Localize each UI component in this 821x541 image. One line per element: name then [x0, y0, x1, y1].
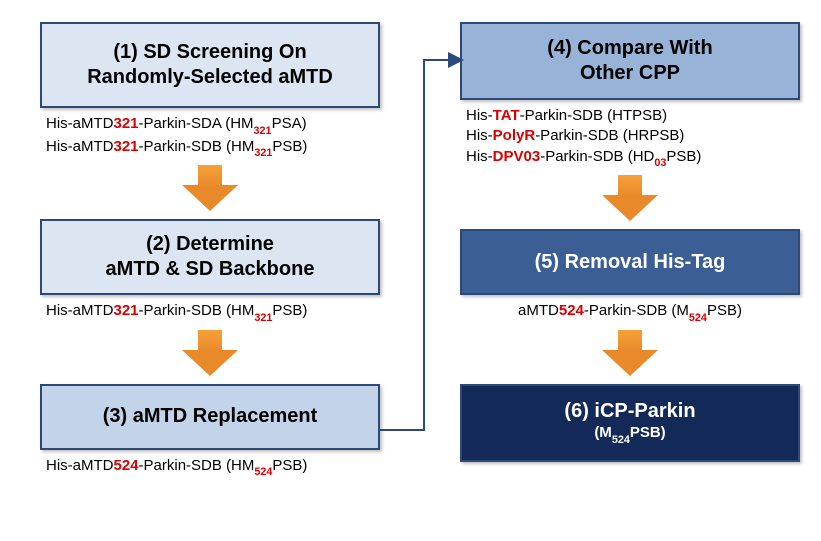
- step-1-caption: His-aMTD321-Parkin-SDA (HM321PSA)His-aMT…: [40, 114, 380, 159]
- highlight-subscript: 524: [689, 312, 707, 324]
- highlight-subscript: 321: [254, 125, 272, 137]
- box-title-line: (5) Removal His-Tag: [535, 250, 726, 275]
- caption-row: His-PolyR-Parkin-SDB (HRPSB): [466, 126, 800, 146]
- highlight-subscript: 03: [654, 157, 666, 169]
- arrow-1-to-2: [180, 165, 240, 211]
- arrow-5-to-6: [600, 330, 660, 376]
- highlight-text: 321: [114, 115, 139, 132]
- caption-row: His-TAT-Parkin-SDB (HTPSB): [466, 106, 800, 126]
- highlight-subscript: 321: [254, 312, 272, 324]
- caption-row: His-aMTD321-Parkin-SDA (HM321PSA): [46, 114, 380, 137]
- step-4-box: (4) Compare WithOther CPP: [460, 22, 800, 100]
- right-column: (4) Compare WithOther CPP His-TAT-Parkin…: [460, 22, 800, 462]
- highlight-subscript: 321: [254, 147, 272, 159]
- step-3-box: (3) aMTD Replacement: [40, 384, 380, 450]
- box-title-line: (6) iCP-Parkin: [564, 399, 695, 424]
- left-column: (1) SD Screening OnRandomly-Selected aMT…: [40, 22, 380, 478]
- step-1-box: (1) SD Screening OnRandomly-Selected aMT…: [40, 22, 380, 108]
- box-title-line: (1) SD Screening On: [113, 40, 306, 65]
- step-5-caption: aMTD524-Parkin-SDB (M524PSB): [460, 301, 800, 324]
- highlight-text: 524: [114, 457, 139, 474]
- highlight-text: PolyR: [493, 127, 536, 144]
- step-3-caption: His-aMTD524-Parkin-SDB (HM524PSB): [40, 456, 380, 479]
- box-title-line: (3) aMTD Replacement: [103, 404, 318, 429]
- caption-row: His-aMTD321-Parkin-SDB (HM321PSB): [46, 137, 380, 160]
- arrow-2-to-3: [180, 330, 240, 376]
- highlight-text: 321: [114, 302, 139, 319]
- box-title-line: Randomly-Selected aMTD: [87, 65, 333, 90]
- caption-row: His-aMTD321-Parkin-SDB (HM321PSB): [46, 301, 380, 324]
- highlight-text: DPV03: [493, 148, 541, 165]
- step-4-caption: His-TAT-Parkin-SDB (HTPSB)His-PolyR-Park…: [460, 106, 800, 169]
- step-2-caption: His-aMTD321-Parkin-SDB (HM321PSB): [40, 301, 380, 324]
- box-title-line: (2) Determine: [146, 232, 274, 257]
- caption-row: His-DPV03-Parkin-SDB (HD03PSB): [466, 147, 800, 170]
- box-title-line: aMTD & SD Backbone: [106, 257, 315, 282]
- box-subtitle: (M524PSB): [594, 424, 665, 445]
- caption-row: aMTD524-Parkin-SDB (M524PSB): [460, 301, 800, 324]
- step-6-box: (6) iCP-Parkin(M524PSB): [460, 384, 800, 462]
- arrow-4-to-5: [600, 175, 660, 221]
- box-title-line: Other CPP: [580, 61, 680, 86]
- highlight-text: 524: [559, 302, 584, 319]
- highlight-subscript: 524: [254, 466, 272, 478]
- box-title-line: (4) Compare With: [547, 36, 712, 61]
- step-2-box: (2) DetermineaMTD & SD Backbone: [40, 219, 380, 295]
- highlight-text: 321: [114, 138, 139, 155]
- step-5-box: (5) Removal His-Tag: [460, 229, 800, 295]
- highlight-text: TAT: [493, 107, 520, 124]
- caption-row: His-aMTD524-Parkin-SDB (HM524PSB): [46, 456, 380, 479]
